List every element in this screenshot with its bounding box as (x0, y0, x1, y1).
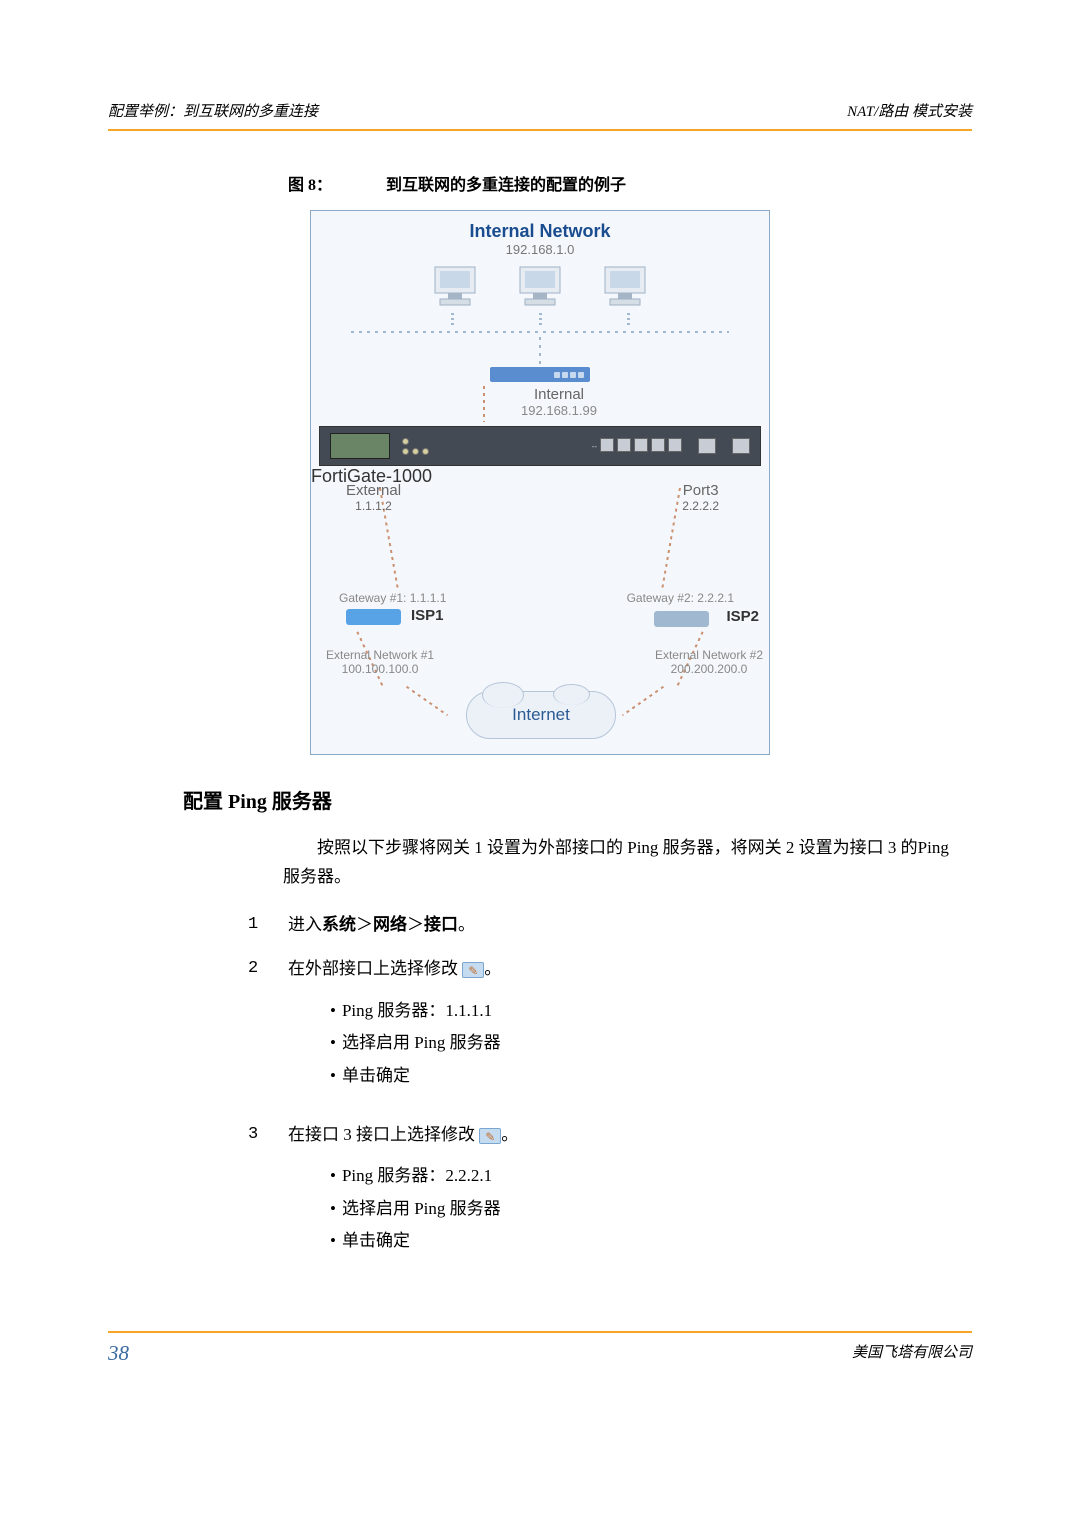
internal-label: Internal (521, 386, 597, 403)
internal-subnet: 192.168.1.0 (311, 242, 769, 257)
internet-cloud: Internet (466, 691, 616, 739)
footer-rule (108, 1331, 972, 1333)
step-3: 3 在接口 3 接口上选择修改 。 Ping 服务器：2.2.2.1 选择启用 … (248, 1120, 972, 1271)
list-item: 选择启用 Ping 服务器 (330, 1193, 972, 1225)
step-3-sublist: Ping 服务器：2.2.2.1 选择启用 Ping 服务器 单击确定 (330, 1160, 972, 1257)
internal-network-label: Internal Network (311, 221, 769, 242)
gateway2-label: Gateway #2: 2.2.2.1 (627, 591, 734, 605)
footer-company: 美国飞塔有限公司 (852, 1341, 972, 1366)
header-right: NAT/路由 模式安装 (847, 100, 972, 121)
port3-label: Port3 2.2.2.2 (682, 482, 719, 513)
computer-icon (515, 265, 565, 307)
header-left: 配置举例：到互联网的多重连接 (108, 100, 318, 121)
section-intro: 按照以下步骤将网关 1 设置为外部接口的 Ping 服务器，将网关 2 设置为接… (283, 834, 952, 892)
section-heading: 配置 Ping 服务器 (183, 785, 972, 814)
computer-icon (430, 265, 480, 307)
figure-title-text: 到互联网的多重连接的配置的例子 (386, 177, 626, 194)
page-header: 配置举例：到互联网的多重连接 NAT/路由 模式安装 (108, 100, 972, 131)
step-1: 1 进入系统＞网络＞接口。 (248, 910, 972, 941)
edit-icon (479, 1128, 501, 1144)
step-2: 2 在外部接口上选择修改 。 Ping 服务器：1.1.1.1 选择启用 Pin… (248, 954, 972, 1105)
isp1-router-icon (346, 609, 401, 625)
isp1-label: ISP1 (411, 607, 444, 624)
list-item: Ping 服务器：1.1.1.1 (330, 995, 972, 1027)
network-diagram: Internal Network 192.168.1.0 Internal 19… (310, 210, 770, 755)
edit-icon (462, 962, 484, 978)
computers-row (311, 265, 769, 307)
step-list: 1 进入系统＞网络＞接口。 2 在外部接口上选择修改 。 Ping 服务器：1.… (248, 910, 972, 1272)
list-item: Ping 服务器：2.2.2.1 (330, 1160, 972, 1192)
isp2-router-icon (654, 611, 709, 627)
figure-caption: 图 8： 到互联网的多重连接的配置的例子 (288, 171, 972, 195)
switch-icon (490, 367, 590, 382)
figure-number: 图 8： (288, 177, 332, 194)
fortigate-device-icon: -- (319, 426, 761, 466)
list-item: 单击确定 (330, 1225, 972, 1257)
gateway1-label: Gateway #1: 1.1.1.1 (339, 591, 446, 605)
list-item: 选择启用 Ping 服务器 (330, 1027, 972, 1059)
external-port-label: External 1.1.1.2 (346, 482, 401, 513)
page-number: 38 (108, 1341, 129, 1366)
computer-icon (600, 265, 650, 307)
step-2-sublist: Ping 服务器：1.1.1.1 选择启用 Ping 服务器 单击确定 (330, 995, 972, 1092)
extnet1-label: External Network #1 100.100.100.0 (326, 648, 434, 676)
list-item: 单击确定 (330, 1060, 972, 1092)
extnet2-label: External Network #2 200.200.200.0 (655, 648, 763, 676)
page-footer: 38 美国飞塔有限公司 (108, 1341, 972, 1366)
isp2-label: ISP2 (726, 608, 759, 625)
internal-if-ip: 192.168.1.99 (521, 403, 597, 418)
